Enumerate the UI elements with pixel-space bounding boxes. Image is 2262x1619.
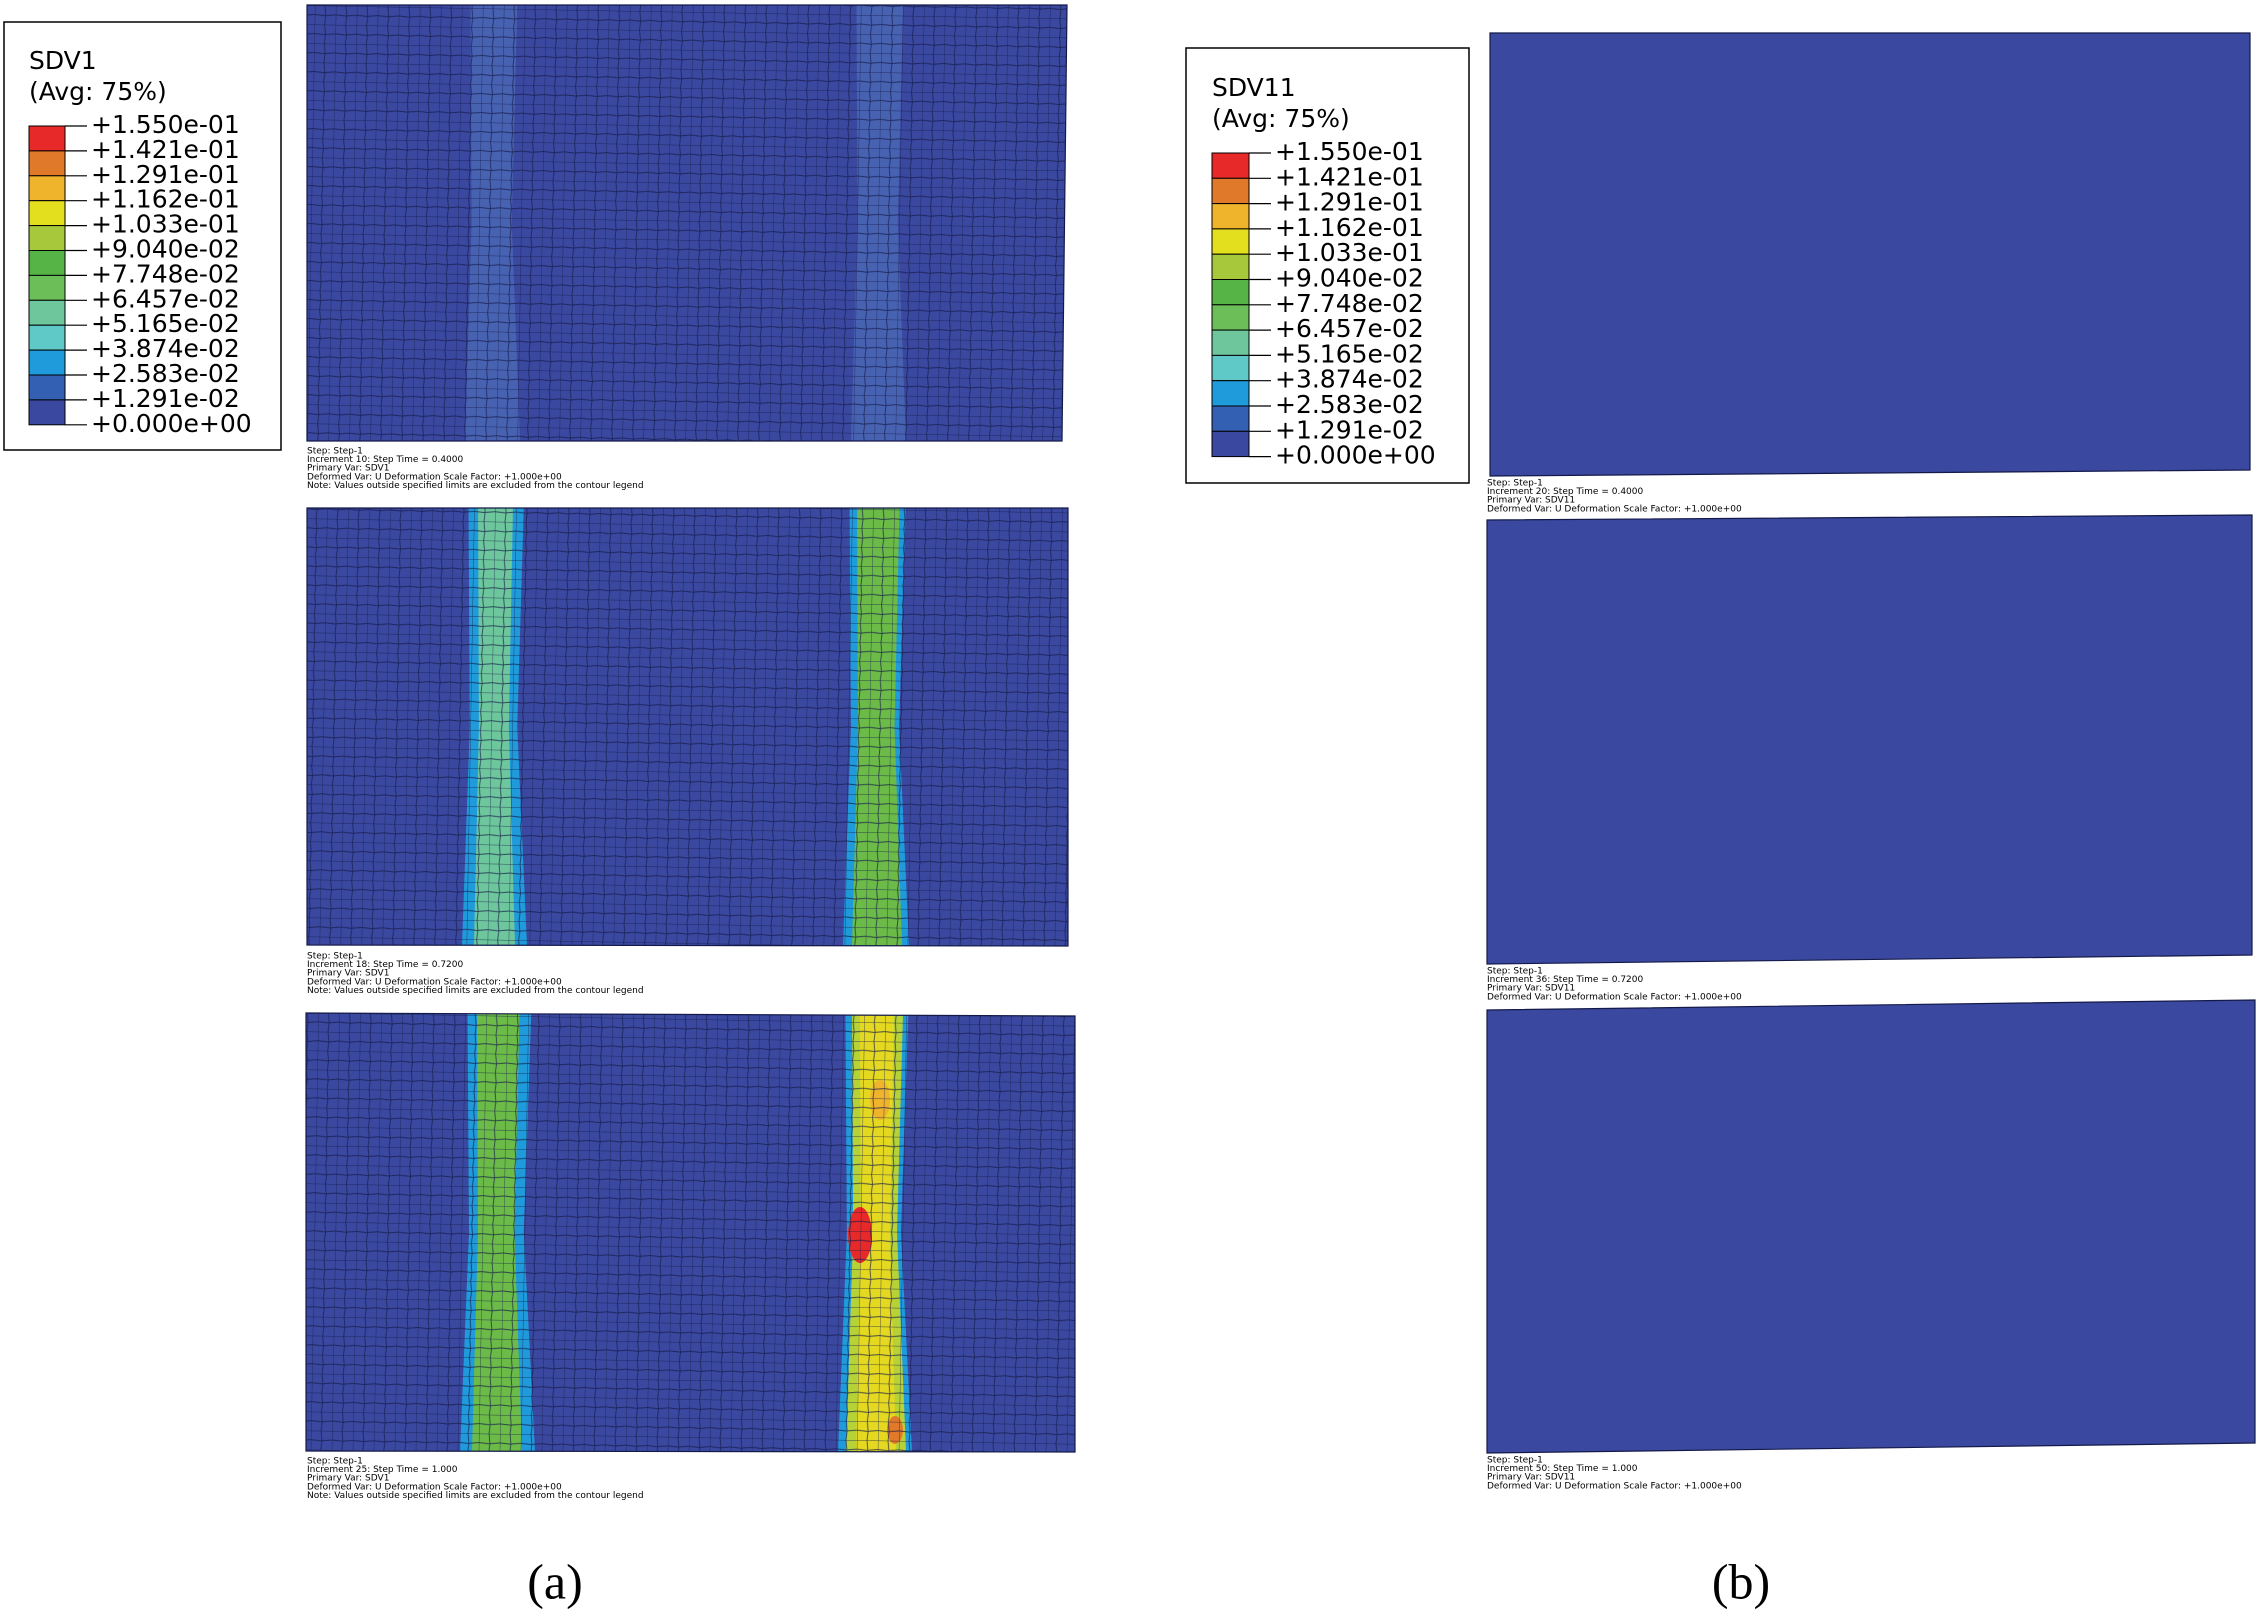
legend-value: +1.162e-01 [91,185,240,214]
legend-title: SDV1 [29,46,97,75]
frame-info: Deformed Var: U Deformation Scale Factor… [1487,504,1742,514]
legend-value: +3.874e-02 [91,334,240,363]
contour-frame [1487,1000,2255,1453]
legend-swatch [28,200,66,227]
panel-label: (b) [1712,1553,1770,1609]
frame-info: Step: Step-1 [307,447,363,457]
legend-value: +1.033e-01 [91,210,240,239]
legend-subtitle: (Avg: 75%) [1212,104,1350,133]
legend-value: +2.583e-02 [91,359,240,388]
frame-info: Deformed Var: U Deformation Scale Factor… [1487,992,1742,1002]
legend-swatch [28,175,66,202]
frame-outline [1486,999,2256,1454]
frame-info: Primary Var: SDV1 [307,1474,389,1484]
legend-swatch [1211,152,1250,179]
contour-frame [1487,515,2252,964]
frame-info: Primary Var: SDV11 [1487,1473,1575,1483]
contour-frame [1490,33,2250,476]
frame-info: Deformed Var: U Deformation Scale Factor… [307,977,562,987]
frame-info: Increment 18: Step Time = 0.7200 [307,960,463,970]
frame-info: Increment 25: Step Time = 1.000 [307,1465,458,1475]
legend-value: +0.000e+00 [1275,441,1436,470]
legend-value: +7.748e-02 [91,259,240,288]
legend-swatch [1211,430,1250,458]
legend-swatch [28,299,66,326]
legend-swatch [1211,203,1250,230]
legend-swatch [1211,279,1250,306]
legend-value: +1.550e-01 [1275,137,1424,166]
legend-value: +6.457e-02 [1275,314,1424,343]
frame-outline [305,1012,1076,1453]
legend-value: +5.165e-02 [91,309,240,338]
frame-info: Note: Values outside specified limits ar… [307,481,644,491]
legend-value: +9.040e-02 [1275,264,1424,293]
frame-outline [1489,32,2251,477]
frame-info: Deformed Var: U Deformation Scale Factor… [307,1482,562,1492]
legend-swatch [1211,253,1250,280]
frame-info: Primary Var: SDV1 [307,969,389,979]
frame-info: Primary Var: SDV11 [1487,496,1575,506]
legend-swatch [1211,228,1250,255]
frame-info: Step: Step-1 [1487,967,1543,977]
legend-value: +3.874e-02 [1275,365,1424,394]
legend-value: +1.421e-01 [91,135,240,164]
legend-swatch [1211,354,1250,382]
frame-info: Increment 20: Step Time = 0.4000 [1487,487,1643,497]
frame-info: Note: Values outside specified limits ar… [307,986,644,996]
legend-value: +1.550e-01 [91,110,240,139]
legend-swatch [28,349,66,376]
legend-title: SDV11 [1212,73,1296,102]
mesh [307,5,1067,441]
frame-info: Increment 50: Step Time = 1.000 [1487,1464,1638,1474]
legend-value: +1.291e-01 [1275,188,1424,217]
legend-swatch [28,250,66,276]
frame-info: Step: Step-1 [1487,479,1543,489]
legend-value: +1.162e-01 [1275,213,1424,242]
frame-info: Note: Values outside specified limits ar… [307,1491,644,1501]
frame-info: Primary Var: SDV11 [1487,984,1575,994]
legend-swatch [28,150,66,177]
frame-info: Step: Step-1 [307,1457,363,1467]
legend-swatch [1211,304,1250,331]
frame-info: Increment 36: Step Time = 0.7200 [1487,975,1643,985]
frame-outline [1486,514,2253,965]
legend-swatch [28,274,66,301]
legend-swatch [1211,405,1250,432]
frame-info: Deformed Var: U Deformation Scale Factor… [1487,1481,1742,1491]
frame-outline [306,507,1069,947]
legend-value: +9.040e-02 [91,235,240,264]
mesh [306,1013,1075,1452]
legend-value: +1.033e-01 [1275,238,1424,267]
legend-value: +1.421e-01 [1275,162,1424,191]
frame-info: Step: Step-1 [307,952,363,962]
mesh [307,508,1068,946]
legend-swatch [1211,380,1250,407]
legend-value: +2.583e-02 [1275,390,1424,419]
legend-value: +6.457e-02 [91,284,240,313]
legend-swatch [1211,329,1250,356]
legend-swatch [28,225,66,252]
legend-value: +7.748e-02 [1275,289,1424,318]
frame-info: Increment 10: Step Time = 0.4000 [307,455,463,465]
legend-value: +5.165e-02 [1275,339,1424,368]
legend-swatch [1211,177,1250,205]
legend-swatch [28,125,66,152]
legend-subtitle: (Avg: 75%) [29,77,167,106]
legend-swatch [28,374,66,401]
legend-value: +1.291e-01 [91,160,240,189]
frame-outline [306,4,1068,442]
legend-swatch [28,399,66,426]
frame-info: Primary Var: SDV1 [307,464,389,474]
legend-value: +0.000e+00 [91,409,252,438]
frame-info: Deformed Var: U Deformation Scale Factor… [307,472,562,482]
legend-value: +1.291e-02 [91,384,240,413]
frame-info: Step: Step-1 [1487,1456,1543,1466]
panel-label: (a) [527,1553,583,1609]
legend-swatch [28,324,66,351]
legend-value: +1.291e-02 [1275,415,1424,444]
